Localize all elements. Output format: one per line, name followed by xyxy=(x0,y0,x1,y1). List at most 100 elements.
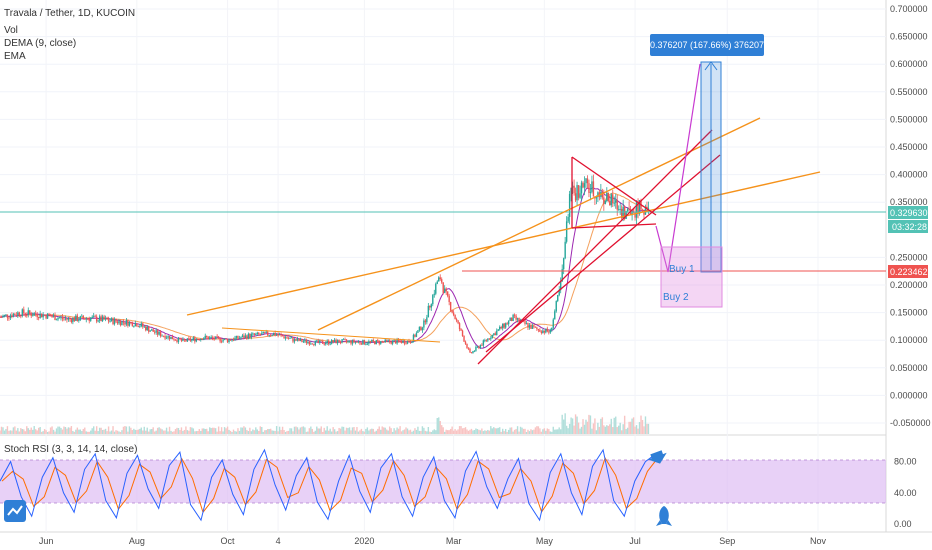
stoch-rsi-title[interactable]: Stoch RSI (3, 3, 14, 14, close) xyxy=(4,444,137,455)
candle-body xyxy=(106,317,108,320)
volume-bar xyxy=(33,426,35,434)
volume-bar xyxy=(378,426,380,434)
candle-body xyxy=(122,321,125,323)
time-tick-label: Jul xyxy=(629,536,641,546)
candle-body xyxy=(316,340,318,342)
candle-body xyxy=(467,348,470,350)
candle-body xyxy=(90,317,92,321)
candle-body xyxy=(139,326,141,328)
candle-body xyxy=(207,337,209,340)
candle-body xyxy=(188,338,190,340)
candle-body xyxy=(503,323,505,328)
candle-body xyxy=(524,320,526,324)
volume-bar xyxy=(384,427,386,434)
volume-bar xyxy=(449,428,452,434)
legend-vol[interactable]: Vol xyxy=(4,25,18,36)
candle-body xyxy=(235,335,238,338)
candle-body xyxy=(561,269,563,282)
volume-bar xyxy=(234,431,236,434)
candle-body xyxy=(518,318,520,322)
volume-bar xyxy=(103,429,105,434)
candle-body xyxy=(351,339,354,344)
candle-body xyxy=(411,341,413,343)
down-arrow-icon[interactable] xyxy=(647,449,670,467)
volume-bar xyxy=(586,421,589,434)
candle-body xyxy=(231,339,233,341)
candle-body xyxy=(513,314,516,316)
trendline-orange-base[interactable] xyxy=(221,327,441,343)
candle-body xyxy=(268,335,270,336)
volume-bar xyxy=(198,429,200,434)
candle-body xyxy=(275,334,278,336)
candle-body xyxy=(504,323,507,328)
candle-body xyxy=(305,339,308,343)
volume-bar xyxy=(171,431,174,434)
buy-zone-box[interactable] xyxy=(660,246,723,308)
channel-upper-line[interactable] xyxy=(477,129,713,365)
volume-bar xyxy=(112,426,114,434)
volume-bar xyxy=(258,430,260,434)
candle-body xyxy=(168,336,171,340)
trendline-orange-long[interactable] xyxy=(186,171,821,316)
volume-bar xyxy=(613,417,615,434)
volume-bar xyxy=(616,427,618,434)
volume-bar xyxy=(32,429,34,434)
candle-body xyxy=(472,351,474,354)
volume-bar xyxy=(519,426,522,434)
candle-body xyxy=(350,340,352,344)
candle-body xyxy=(493,333,495,335)
volume-bar xyxy=(37,427,40,434)
candle-body xyxy=(408,340,410,343)
candle-body xyxy=(295,339,297,341)
candle-body xyxy=(237,335,239,339)
candle-body xyxy=(115,319,117,322)
volume-bar xyxy=(137,429,140,434)
volume-bar xyxy=(509,427,511,434)
triangle-lower-line[interactable] xyxy=(571,223,657,229)
candle-body xyxy=(284,337,287,339)
volume-bar xyxy=(12,427,15,434)
rocket-icon[interactable] xyxy=(656,506,672,526)
candle-body xyxy=(455,319,458,321)
price-axis[interactable]: 0.700000 0.650000 0.600000 0.550000 0.500000… xyxy=(890,4,931,428)
symbol-title[interactable]: Travala / Tether, 1D, KUCOIN xyxy=(4,8,135,19)
triangle-upper-line[interactable] xyxy=(571,156,657,216)
stoch-rsi-axis[interactable]: 80.00 40.00 0.00 xyxy=(894,457,917,529)
volume-bar xyxy=(539,428,541,434)
projection-path[interactable] xyxy=(655,63,701,273)
candle-body xyxy=(49,315,52,317)
volume-bar xyxy=(69,427,71,434)
legend-dema[interactable]: DEMA (9, close) xyxy=(4,38,76,49)
candle-body xyxy=(435,283,437,294)
volume-bar xyxy=(241,427,244,434)
volume-bar xyxy=(107,426,110,434)
candle-body xyxy=(516,318,519,320)
candle-body xyxy=(476,346,479,348)
candle-body xyxy=(171,336,174,340)
volume-bar xyxy=(363,431,366,434)
legend-ema[interactable]: EMA xyxy=(4,51,26,62)
candle-body xyxy=(234,337,236,341)
time-tick-label: 4 xyxy=(276,536,281,546)
candle-body xyxy=(368,341,370,344)
candle-body xyxy=(278,334,281,336)
volume-bar xyxy=(42,431,44,434)
time-axis[interactable]: Jun Aug Oct 4 2020 Mar May Jul Sep Nov xyxy=(39,536,827,546)
volume-bar xyxy=(533,429,535,434)
candle-body xyxy=(478,346,480,349)
volume-bar xyxy=(356,427,358,434)
volume-bar xyxy=(600,418,602,434)
candle-body xyxy=(229,339,232,341)
candle-body xyxy=(116,321,119,324)
volume-bar xyxy=(418,430,421,434)
volume-bar xyxy=(406,428,409,434)
candle-body xyxy=(460,329,462,331)
candle-body xyxy=(347,341,349,342)
candle-body xyxy=(592,181,595,197)
price-pane-background[interactable] xyxy=(0,0,886,434)
volume-bar xyxy=(446,430,449,434)
volume-bar xyxy=(433,429,435,434)
volume-bar xyxy=(549,431,551,434)
candle-body xyxy=(420,326,422,331)
